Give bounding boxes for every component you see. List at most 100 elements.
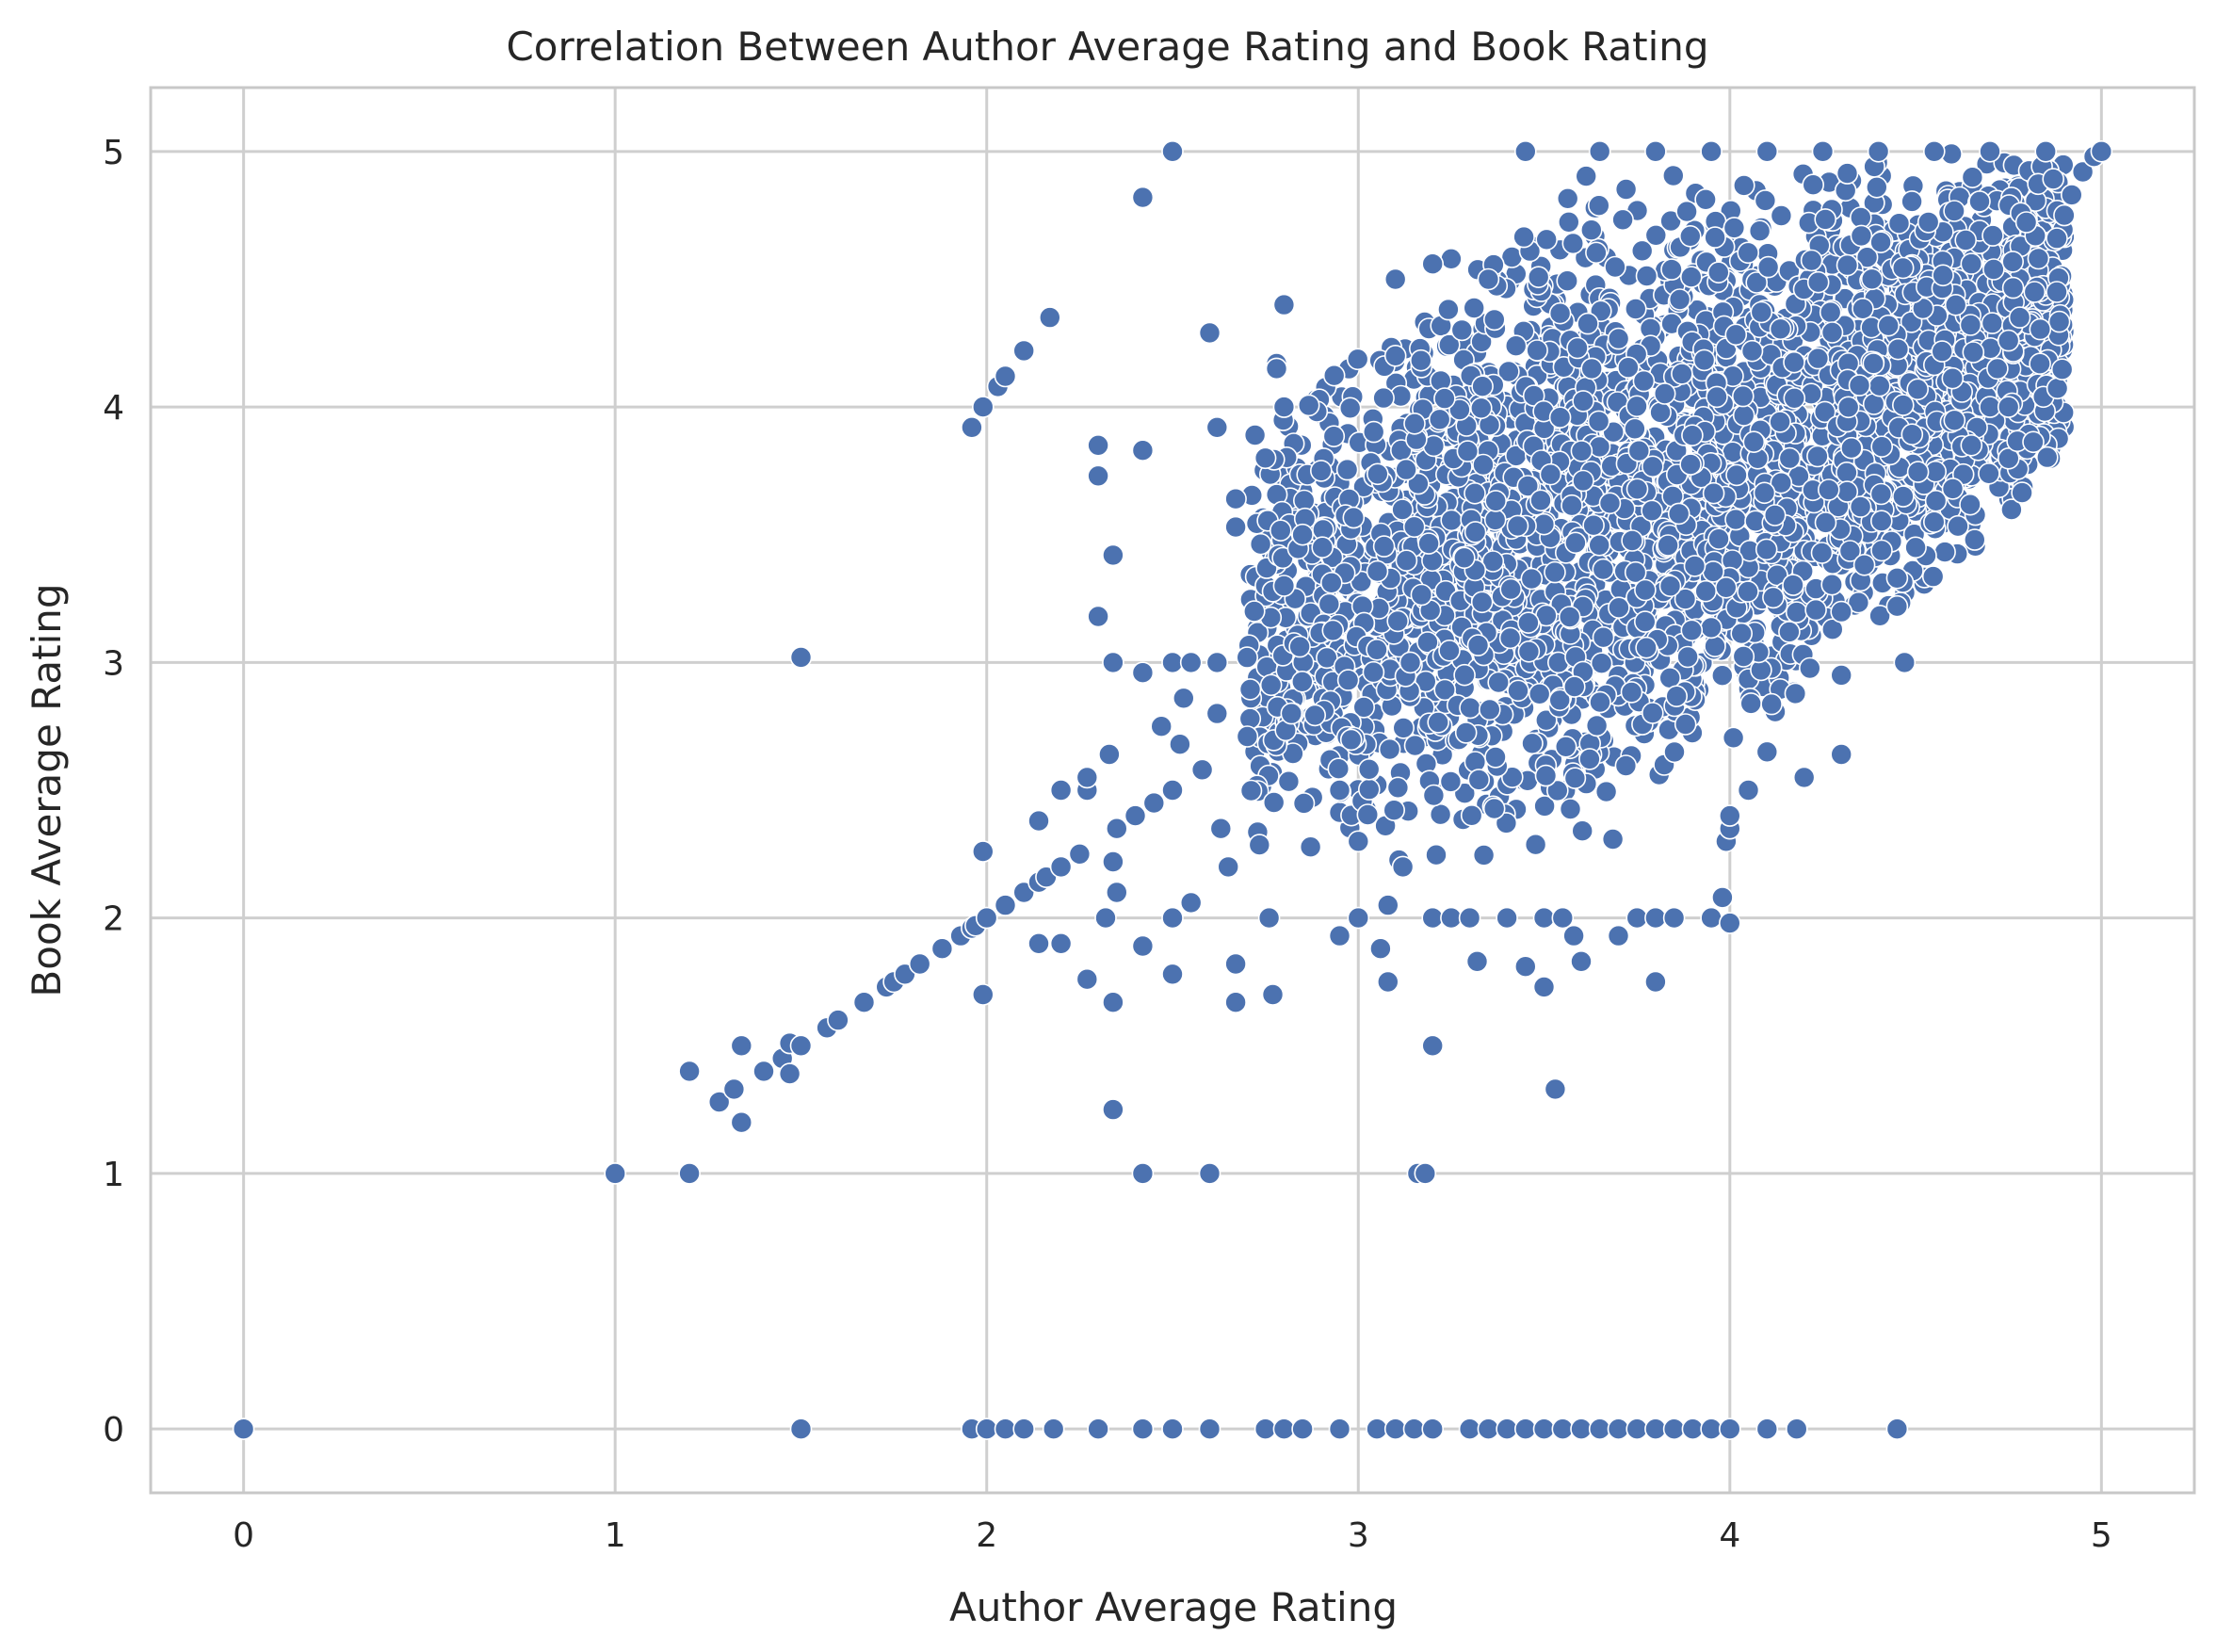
data-point bbox=[1280, 702, 1303, 725]
data-point bbox=[1427, 711, 1449, 734]
data-point bbox=[1607, 327, 1630, 350]
data-point bbox=[1076, 766, 1099, 789]
data-point bbox=[2047, 310, 2071, 333]
data-point bbox=[1783, 386, 1806, 410]
data-point bbox=[1261, 983, 1285, 1006]
data-point bbox=[1471, 375, 1494, 398]
data-point bbox=[1676, 645, 1699, 669]
data-point bbox=[789, 1417, 813, 1440]
data-point bbox=[1732, 404, 1755, 427]
data-point bbox=[1439, 770, 1463, 793]
data-point bbox=[1311, 536, 1334, 559]
data-point bbox=[1316, 646, 1338, 670]
data-point bbox=[1433, 387, 1456, 410]
data-point bbox=[1460, 803, 1483, 827]
data-point bbox=[1259, 673, 1283, 697]
data-point bbox=[722, 1077, 746, 1101]
data-point bbox=[1205, 651, 1229, 674]
data-point bbox=[975, 1417, 998, 1440]
data-point bbox=[1870, 510, 1893, 533]
data-point bbox=[1869, 231, 1892, 254]
data-point bbox=[1383, 1417, 1407, 1440]
data-point bbox=[1694, 188, 1717, 211]
data-point bbox=[1588, 533, 1610, 557]
data-point bbox=[1658, 575, 1682, 598]
data-point bbox=[1869, 482, 1893, 506]
data-point bbox=[1470, 397, 1493, 420]
data-point bbox=[1653, 382, 1676, 405]
data-point bbox=[1848, 374, 1871, 397]
data-point bbox=[1450, 318, 1474, 342]
data-point bbox=[1748, 219, 1771, 242]
data-point bbox=[1891, 256, 1915, 280]
data-point bbox=[1836, 253, 1859, 277]
data-point bbox=[1243, 424, 1267, 446]
data-point bbox=[1254, 446, 1277, 470]
data-point bbox=[1087, 1417, 1109, 1440]
data-point bbox=[1367, 462, 1389, 486]
data-point bbox=[1464, 481, 1486, 505]
data-point bbox=[1239, 779, 1263, 802]
data-point bbox=[1179, 651, 1203, 674]
data-point bbox=[1901, 190, 1923, 213]
data-point bbox=[1386, 609, 1409, 633]
data-point bbox=[1577, 312, 1599, 335]
data-point bbox=[1399, 651, 1422, 674]
data-point bbox=[1592, 558, 1615, 581]
data-point bbox=[1719, 912, 1741, 934]
data-point bbox=[1291, 670, 1314, 693]
data-point bbox=[1719, 804, 1741, 827]
data-point bbox=[1338, 397, 1362, 420]
data-point bbox=[1575, 165, 1597, 187]
data-point bbox=[1588, 140, 1611, 163]
data-point bbox=[1504, 334, 1528, 358]
data-point bbox=[1328, 779, 1351, 802]
data-point bbox=[1769, 411, 1791, 433]
data-point bbox=[1437, 298, 1460, 321]
data-point bbox=[1472, 844, 1496, 866]
data-point bbox=[1675, 200, 1698, 223]
data-point bbox=[1372, 386, 1395, 410]
data-point bbox=[1683, 555, 1706, 577]
data-point bbox=[1395, 458, 1417, 481]
data-point bbox=[1959, 314, 1982, 336]
data-point bbox=[1580, 219, 1603, 241]
y-tick-label: 4 bbox=[103, 389, 124, 428]
data-point bbox=[1198, 321, 1221, 345]
data-point bbox=[1626, 478, 1649, 501]
data-point bbox=[604, 1162, 627, 1185]
data-point bbox=[1243, 600, 1266, 623]
data-point bbox=[1634, 578, 1657, 602]
data-point bbox=[1533, 795, 1556, 818]
data-point bbox=[1671, 363, 1693, 385]
data-point bbox=[1463, 297, 1485, 319]
data-point bbox=[1769, 317, 1792, 341]
data-point bbox=[1681, 1417, 1705, 1440]
data-point bbox=[2042, 168, 2064, 190]
data-point bbox=[1906, 378, 1929, 401]
data-point bbox=[1917, 211, 1940, 234]
data-point bbox=[1679, 453, 1702, 476]
data-point bbox=[1161, 779, 1184, 802]
data-point bbox=[1804, 598, 1827, 622]
data-point bbox=[1042, 1417, 1065, 1440]
data-point bbox=[1836, 162, 1859, 185]
data-point bbox=[1641, 499, 1663, 523]
data-point bbox=[1681, 424, 1704, 447]
data-point bbox=[1556, 187, 1579, 210]
data-point bbox=[1885, 1417, 1909, 1440]
data-point bbox=[1535, 228, 1558, 251]
data-point bbox=[1501, 766, 1524, 789]
data-point bbox=[1422, 784, 1446, 807]
data-point bbox=[1049, 931, 1073, 955]
data-point bbox=[1578, 748, 1601, 770]
data-point bbox=[1142, 791, 1166, 815]
data-point bbox=[1870, 435, 1893, 459]
data-point bbox=[1733, 174, 1755, 197]
data-point bbox=[1644, 1417, 1667, 1440]
data-point bbox=[1335, 458, 1359, 481]
data-point bbox=[1098, 743, 1121, 766]
data-point bbox=[1527, 266, 1550, 289]
plot-frame bbox=[149, 86, 2196, 1495]
data-point bbox=[1548, 301, 1572, 325]
